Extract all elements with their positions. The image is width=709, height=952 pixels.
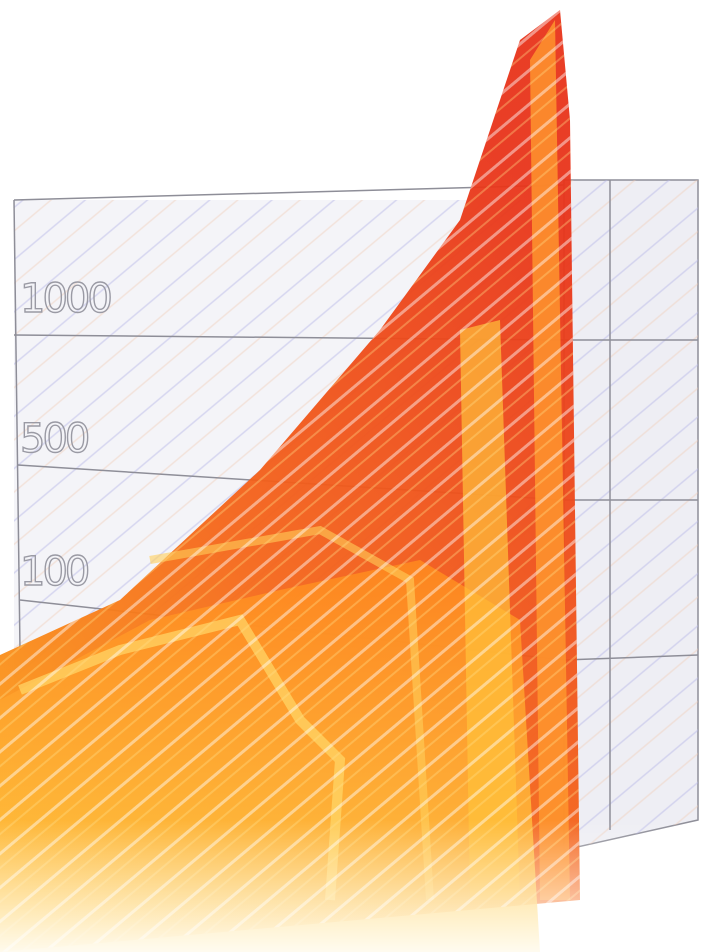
flame-chart — [0, 10, 709, 952]
axis-labels: 1000 500 100 — [19, 275, 114, 595]
axis-label: 100 — [20, 549, 88, 595]
axis-label: 500 — [20, 416, 88, 462]
axis-label: 1000 — [20, 276, 110, 322]
